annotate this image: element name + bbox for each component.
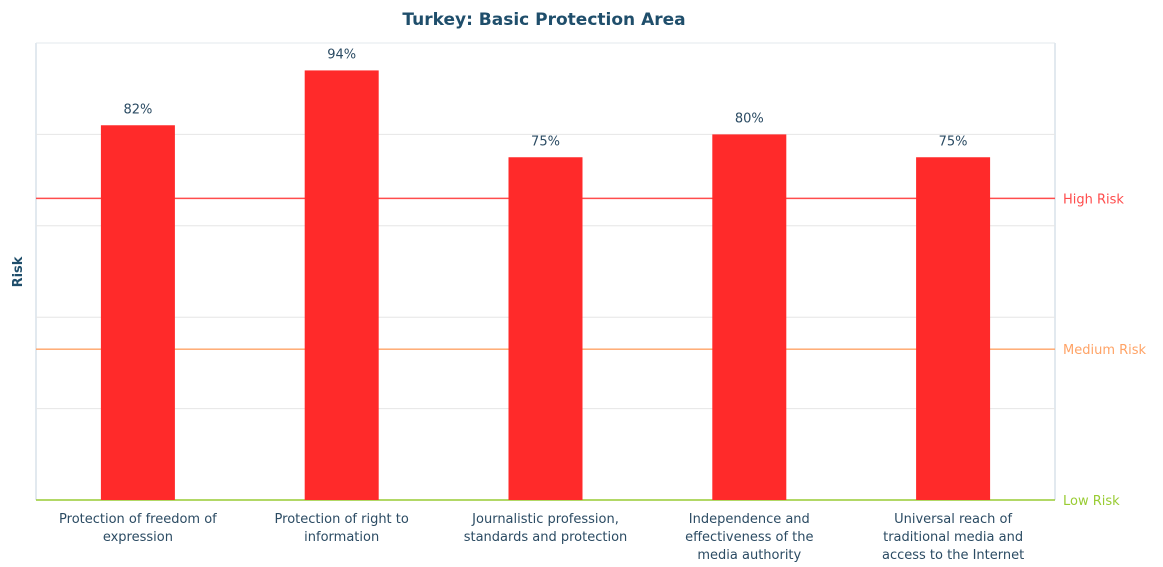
value-label: 75% — [939, 134, 968, 149]
value-label: 82% — [123, 102, 152, 117]
category-label: Independence and effectiveness of the medi… — [685, 512, 813, 562]
category-label: Journalistic profession, standards and pr… — [464, 512, 628, 545]
value-label: 94% — [327, 47, 356, 62]
bar — [916, 157, 991, 500]
value-label: 75% — [531, 134, 560, 149]
bar — [712, 134, 787, 500]
y-axis-label: Risk — [11, 256, 26, 287]
category-label: Protection of right to information — [275, 512, 409, 545]
threshold-label: Low Risk — [1063, 494, 1120, 509]
category-label: Protection of freedom of expression — [59, 512, 217, 545]
chart-title: Turkey: Basic Protection Area — [402, 10, 685, 30]
category-label: Universal reach of traditional media and a… — [882, 512, 1024, 562]
bar — [508, 157, 583, 500]
bar — [100, 125, 175, 500]
threshold-label: Medium Risk — [1063, 343, 1147, 358]
value-label: 80% — [735, 111, 764, 126]
bar — [304, 70, 379, 501]
threshold-label: High Risk — [1063, 192, 1124, 207]
